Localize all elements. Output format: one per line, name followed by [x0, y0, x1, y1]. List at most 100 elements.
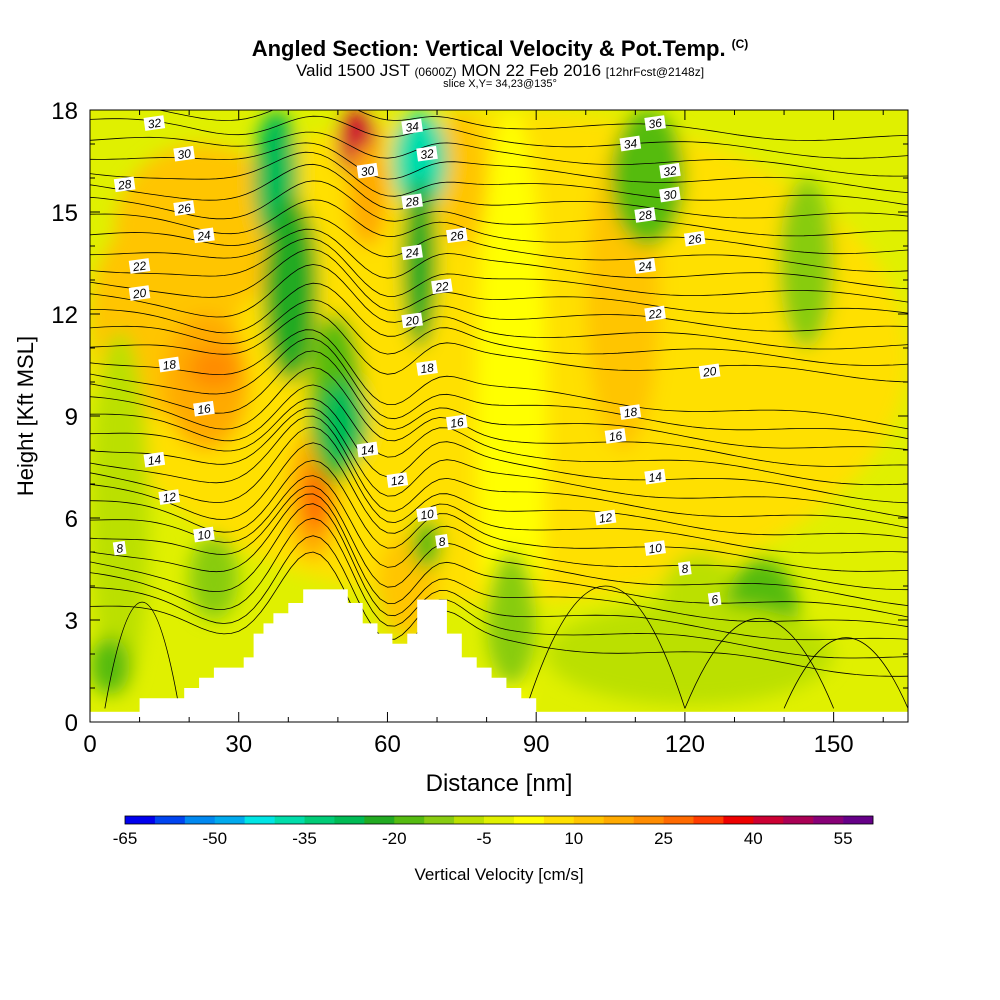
isentrope-loop — [684, 617, 835, 709]
contour-label-bg — [401, 244, 423, 261]
colorbar-swatch — [125, 816, 156, 824]
contour-label: 22 — [644, 305, 666, 322]
contour-label-text: 18 — [420, 360, 435, 376]
velocity-cell — [546, 603, 834, 705]
colorbar-swatch — [424, 816, 455, 824]
velocity-cell — [486, 552, 537, 688]
contour-label: 12 — [158, 489, 181, 505]
x-tick-label: 90 — [523, 731, 550, 758]
contour-label: 34 — [401, 118, 423, 135]
chart-title-text: Angled Section: Vertical Velocity & Pot.… — [251, 36, 726, 61]
x-tick-label: 30 — [225, 731, 252, 758]
velocity-cell — [189, 535, 239, 620]
colorbar-tick-label: 10 — [564, 829, 583, 848]
isentrope-line — [90, 338, 908, 440]
isentrope-line — [90, 350, 908, 450]
contour-label-bg — [113, 176, 136, 193]
contour-label: 16 — [446, 414, 468, 431]
contour-label-text: 14 — [648, 469, 663, 485]
contour-label-text: 22 — [647, 306, 663, 322]
isentrope-line — [90, 228, 908, 290]
contour-label-bg — [356, 162, 379, 179]
colorbar-swatch — [663, 816, 694, 824]
isentrope-line — [90, 311, 908, 383]
isentrope-line — [90, 282, 908, 350]
contour-label-text: 14 — [360, 442, 375, 458]
valid-date-text: MON 22 Feb 2016 — [461, 61, 602, 80]
colorbar-swatch — [753, 816, 784, 824]
contour-label-text: 20 — [131, 286, 147, 302]
contour-label-text: 10 — [196, 527, 211, 543]
colorbar-swatch — [693, 816, 724, 824]
forecast-info: [12hrFcst@2148z] — [605, 65, 705, 79]
isentrope-line — [90, 475, 908, 591]
contour-label: 12 — [594, 509, 617, 526]
contour-label-bg — [143, 115, 166, 131]
contour-label-bg — [634, 258, 656, 274]
isentrope-line — [90, 535, 908, 659]
contour-label-text: 14 — [147, 452, 162, 468]
colorbar-swatch — [603, 816, 634, 824]
isentrope-line — [90, 503, 908, 628]
y-tick-label: 12 — [51, 302, 78, 329]
colorbar-swatch — [274, 816, 305, 824]
contour-label-bg — [416, 145, 438, 162]
isentrope-line — [90, 517, 908, 641]
contour-label-bg — [386, 472, 409, 488]
valid-time-line: Valid 1500 JST (0600Z) MON 22 Feb 2016 [… — [0, 61, 1000, 81]
contour-label-bg — [112, 540, 127, 556]
contour-label-bg — [435, 534, 449, 549]
contour-label-bg — [644, 305, 666, 322]
contour-label-bg — [158, 489, 181, 505]
contour-label-text: 28 — [116, 177, 132, 193]
colorbar-swatch — [184, 816, 216, 824]
potential-temperature-contours — [90, 110, 908, 709]
contour-label-text: 26 — [176, 201, 192, 217]
contour-label-bg — [446, 227, 468, 244]
contour-label: 26 — [683, 230, 706, 247]
contour-label-bg — [446, 414, 468, 431]
contour-label: 28 — [401, 193, 423, 210]
contour-label: 10 — [416, 506, 438, 522]
contour-label: 36 — [644, 115, 666, 131]
colorbar-swatch — [843, 816, 874, 824]
contour-label-bg — [683, 230, 706, 247]
x-tick-label: 120 — [665, 731, 705, 758]
colorbar-tick-label: -20 — [382, 829, 407, 848]
contour-label: 12 — [386, 472, 409, 488]
contour-label-bg — [677, 561, 692, 576]
isentrope-line — [90, 248, 908, 314]
copyright-mark: (C) — [731, 36, 749, 51]
isentrope-line — [90, 384, 908, 486]
contour-label-text: 24 — [404, 245, 420, 261]
contour-label-text: 6 — [710, 592, 719, 607]
isentrope-line — [90, 398, 908, 504]
contour-label: 28 — [634, 207, 656, 223]
colorbar-swatch — [304, 816, 335, 824]
colorbar-tick-label: -5 — [476, 829, 491, 848]
colorbar-tick-label: 25 — [654, 829, 673, 848]
y-tick-label: 15 — [51, 200, 78, 227]
contour-label-bg — [193, 526, 215, 543]
contour-label: 24 — [193, 227, 215, 244]
isentrope-line — [90, 551, 908, 677]
contour-label: 30 — [659, 186, 681, 203]
contour-label: 32 — [659, 162, 681, 179]
colorbar-swatch — [633, 816, 664, 824]
contour-label: 10 — [193, 526, 215, 543]
contour-label: 18 — [416, 360, 438, 376]
contour-label-bg — [431, 278, 453, 295]
velocity-cell — [90, 637, 130, 695]
valid-time-utc: (0600Z) — [414, 65, 457, 79]
isentrope-line — [90, 367, 908, 467]
contour-label: 8 — [435, 534, 449, 549]
y-tick-label: 18 — [51, 98, 78, 125]
isentrope-line — [90, 407, 908, 518]
contour-label-text: 16 — [608, 428, 623, 444]
contour-label-bg — [698, 363, 721, 380]
contour-label-text: 22 — [131, 258, 147, 274]
contour-label-bg — [619, 404, 642, 420]
isentrope-line — [90, 329, 908, 430]
contour-label-text: 30 — [662, 187, 677, 203]
contour-label: 14 — [143, 451, 166, 468]
